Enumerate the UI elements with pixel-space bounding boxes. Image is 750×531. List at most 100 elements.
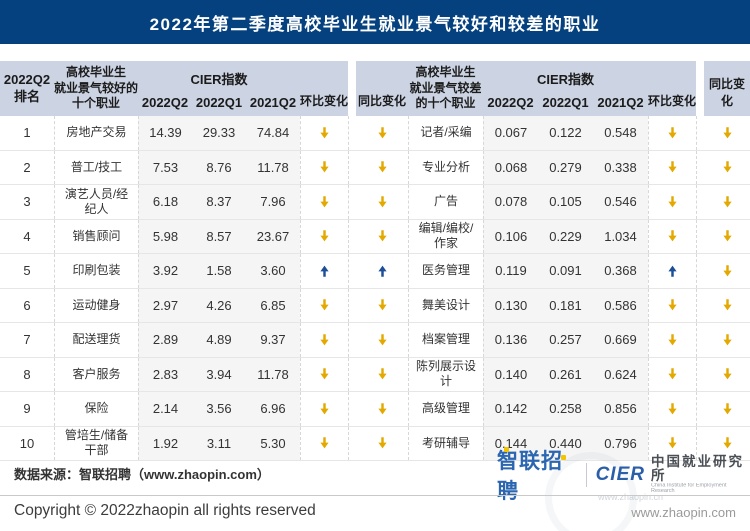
bad-yoy-trend [704,220,750,254]
bad-2022q2-value: 0.140 [483,357,538,391]
bad-mom-trend [648,219,696,253]
column-gutter [696,219,704,253]
column-gutter [696,323,704,357]
down-arrow-icon [668,437,677,449]
bad-occupation-cell: 专业分析 [408,150,483,184]
logo-accent-dot [561,455,566,460]
bad-yoy-trend [704,116,750,150]
bad-2022q1-value: 0.261 [538,357,593,391]
bad-mom-trend [648,426,696,460]
bad-2022q2-value: 0.130 [483,288,538,322]
col-header-bad-cier-index: CIER指数 [483,61,648,89]
good-2021q2-value: 11.78 [246,357,300,391]
column-gutter [348,254,356,288]
page-title: 2022年第二季度高校毕业生就业景气较好和较差的职业 [149,14,601,34]
column-gutter [348,357,356,391]
bad-occupation-cell: 高级管理 [408,392,483,426]
bad-2022q1-value: 0.279 [538,150,593,184]
col-header-good-occupations: 高校毕业生 就业景气较好的 十个职业 [54,61,138,116]
good-2022q2-value: 2.83 [138,357,192,391]
down-arrow-icon [722,161,732,173]
bad-yoy-trend [704,185,750,219]
table-row: 5 印刷包装 3.92 1.58 3.60 医务管理 0.119 0.091 0… [0,254,750,289]
rank-cell: 6 [23,297,31,313]
good-2022q2-value: 2.14 [138,392,192,426]
col-header-bad-mom-change: 环比变化 [648,61,696,116]
bad-occupation-cell: 舞美设计 [408,288,483,322]
good-yoy-trend [356,358,408,392]
good-occupation-cell: 房地产交易 [54,116,138,150]
column-gutter [696,357,704,391]
column-gutter [696,426,704,460]
down-arrow-icon [320,127,329,139]
copyright-text: Copyright © 2022zhaopin all rights reser… [14,502,316,519]
rank-cell: 4 [23,228,31,244]
rank-cell: 10 [19,435,35,451]
good-2021q2-value: 6.85 [246,288,300,322]
col-header-bad-yoy-change: 同比变化 [704,61,750,116]
table-row: 9 保险 2.14 3.56 6.96 高级管理 0.142 0.258 0.8… [0,392,750,427]
good-yoy-trend [356,116,408,150]
column-gutter [348,323,356,357]
good-2022q2-value: 14.39 [138,116,192,150]
good-2022q2-value: 3.92 [138,254,192,288]
good-mom-trend [300,426,348,460]
down-arrow-icon [722,230,732,242]
website-text: www.zhaopin.com [631,505,736,520]
good-occupation-cell: 客户服务 [54,357,138,391]
down-arrow-icon [320,403,329,415]
bad-2022q2-value: 0.106 [483,219,538,253]
watermark-ring [545,452,637,531]
down-arrow-icon [722,437,732,449]
down-arrow-icon [320,334,329,346]
bad-2022q1-value: 0.122 [538,116,593,150]
table-row: 7 配送理货 2.89 4.89 9.37 档案管理 0.136 0.257 0… [0,323,750,358]
good-2022q1-value: 8.57 [192,219,246,253]
good-2021q2-value: 7.96 [246,185,300,219]
bad-2022q2-value: 0.142 [483,392,538,426]
good-2021q2-value: 6.96 [246,392,300,426]
bad-2021q2-value: 0.624 [593,357,648,391]
up-arrow-icon [377,265,387,277]
bad-mom-trend [648,150,696,184]
good-2022q1-value: 3.56 [192,392,246,426]
bad-mom-trend [648,288,696,322]
good-mom-trend [300,357,348,391]
bad-2022q1-value: 0.105 [538,185,593,219]
good-occupation-cell: 配送理货 [54,323,138,357]
down-arrow-icon [722,265,732,277]
down-arrow-icon [668,127,677,139]
bad-2021q2-value: 0.669 [593,323,648,357]
bad-2021q2-value: 0.548 [593,116,648,150]
column-gutter [348,288,356,322]
footer-divider [0,495,750,496]
good-2022q1-value: 3.11 [192,426,246,460]
bad-mom-trend [648,254,696,288]
bad-2022q1-value: 0.229 [538,219,593,253]
good-occupation-cell: 运动健身 [54,288,138,322]
down-arrow-icon [377,403,387,415]
bad-2022q1-value: 0.091 [538,254,593,288]
down-arrow-icon [320,161,329,173]
good-2022q2-value: 1.92 [138,426,192,460]
down-arrow-icon [668,403,677,415]
good-mom-trend [300,150,348,184]
down-arrow-icon [722,127,732,139]
bad-mom-trend [648,116,696,150]
up-arrow-icon [320,265,329,277]
good-2021q2-value: 9.37 [246,323,300,357]
down-arrow-icon [722,403,732,415]
down-arrow-icon [377,368,387,380]
zhaopin-logo: 智联招聘 [497,445,577,505]
cier-logo: CIER [595,464,645,485]
col-header-bad-2022q1: 2022Q1 [538,89,593,116]
good-2022q2-value: 7.53 [138,150,192,184]
bad-occupation-cell: 编辑/编校/作家 [408,219,483,253]
bad-2021q2-value: 0.586 [593,288,648,322]
good-mom-trend [300,254,348,288]
col-header-bad-occupations: 高校毕业生 就业景气较差 的十个职业 [408,61,483,116]
column-gutter [348,150,356,184]
down-arrow-icon [377,161,387,173]
table-row: 10 管培生/储备干部 1.92 3.11 5.30 考研辅导 0.144 0.… [0,426,750,461]
down-arrow-icon [320,196,329,208]
